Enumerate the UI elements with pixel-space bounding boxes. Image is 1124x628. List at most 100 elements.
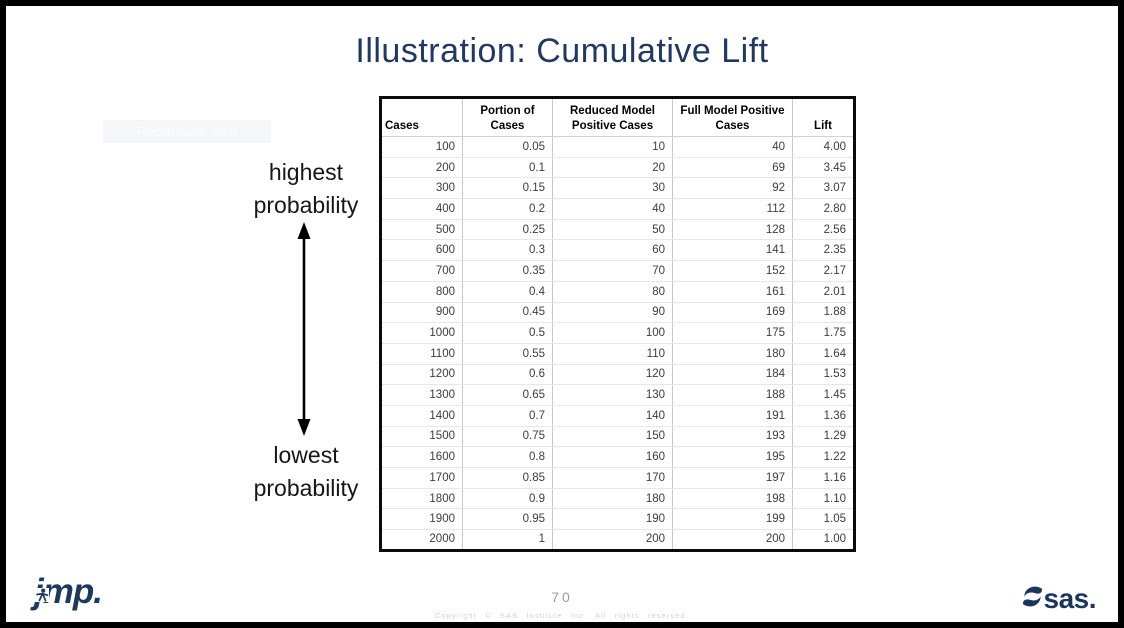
table-cell: 1.88 [792, 302, 855, 324]
table-cell: 600 [380, 239, 463, 262]
table-cell: 152 [672, 260, 793, 282]
table-cell: 40 [672, 136, 793, 158]
table-cell: 0.85 [462, 467, 553, 489]
table-cell: 0.2 [462, 198, 553, 220]
table-cell: 300 [380, 177, 463, 200]
table-cell: 197 [672, 467, 793, 489]
table-cell: 0.95 [462, 508, 553, 531]
table-cell: 2000 [380, 529, 463, 551]
table-cell: 60 [552, 239, 673, 262]
table-cell: 0.1 [462, 157, 553, 179]
table-cell: 0.9 [462, 488, 553, 510]
table-cell: 1700 [380, 467, 463, 489]
table-cell: 200 [552, 529, 673, 551]
table-cell: 1100 [380, 343, 463, 365]
table-row: 1400 0.7 140 191 1.36 [380, 405, 855, 427]
table-cell: 1.75 [792, 322, 855, 344]
table-cell: 141 [672, 239, 793, 262]
table-cell: 2.01 [792, 281, 855, 303]
table-row: 100 0.05 10 40 4.00 [380, 136, 855, 158]
table-cell: 1.05 [792, 508, 855, 531]
table-cell: 161 [672, 281, 793, 303]
table-cell: 100 [380, 136, 463, 158]
table-cell: 0.5 [462, 322, 553, 344]
table-row: 1700 0.85 170 197 1.16 [380, 467, 855, 489]
table-cell: 200 [380, 157, 463, 179]
sas-swirl-icon [1019, 583, 1046, 615]
table-cell: 20 [552, 157, 673, 179]
table-cell: 1.29 [792, 426, 855, 448]
table-cell: 140 [552, 405, 673, 427]
page-title: Illustration: Cumulative Lift [355, 32, 769, 70]
column-header-full-model-positive-cases: Full Model Positive Cases [672, 97, 793, 137]
table-cell: 800 [380, 281, 463, 303]
table-cell: 200 [672, 529, 793, 551]
table-row: 1900 0.95 190 199 1.05 [380, 508, 855, 531]
table-cell: 0.6 [462, 364, 553, 386]
table-row: 1600 0.8 160 195 1.22 [380, 446, 855, 468]
table-cell: 100 [552, 322, 673, 344]
table-cell: 188 [672, 384, 793, 406]
sas-logo: sas. [1019, 582, 1096, 615]
table-cell: 0.3 [462, 239, 553, 262]
table-row: 900 0.45 90 169 1.88 [380, 302, 855, 324]
table-cell: 1300 [380, 384, 463, 406]
jmp-logo: jmp. [34, 572, 103, 612]
table-cell: 90 [552, 302, 673, 324]
table-cell: 199 [672, 508, 793, 531]
highest-probability-label: highest probability [253, 159, 359, 218]
table-cell: 2.17 [792, 260, 855, 282]
column-header-portion-of-cases: Portion of Cases [462, 97, 553, 137]
table-cell: 198 [672, 488, 793, 510]
table-cell: 110 [552, 343, 673, 365]
table-cell: 1600 [380, 446, 463, 468]
table-cell: 92 [672, 177, 793, 200]
table-cell: 180 [552, 488, 673, 510]
table-cell: 1.22 [792, 446, 855, 468]
table-row: 2000 1 200 200 1.00 [380, 529, 855, 551]
table-cell: 0.8 [462, 446, 553, 468]
table-cell: 50 [552, 219, 673, 241]
table-cell: 1.45 [792, 384, 855, 406]
table-header-row: Cases Portion of Cases Reduced Model Pos… [380, 97, 855, 137]
table-cell: 70 [552, 260, 673, 282]
table-cell: 3.07 [792, 177, 855, 200]
table-cell: 2.56 [792, 219, 855, 241]
table-cell: 10 [552, 136, 673, 158]
table-cell: 195 [672, 446, 793, 468]
table-cell: 80 [552, 281, 673, 303]
table-cell: 169 [672, 302, 793, 324]
table-cell: 1200 [380, 364, 463, 386]
table-cell: 1.64 [792, 343, 855, 365]
table-cell: 1800 [380, 488, 463, 510]
rectangular-snip-ghost-label: Rectangular Snip [103, 120, 271, 143]
table-cell: 900 [380, 302, 463, 324]
lowest-probability-label: lowest probability [253, 442, 359, 501]
table-row: 1100 0.55 110 180 1.64 [380, 343, 855, 365]
table-cell: 30 [552, 177, 673, 200]
table-cell: 1.10 [792, 488, 855, 510]
table-cell: 1.16 [792, 467, 855, 489]
table-cell: 2.80 [792, 198, 855, 220]
table-row: 800 0.4 80 161 2.01 [380, 281, 855, 303]
table-cell: 0.4 [462, 281, 553, 303]
table-cell: 170 [552, 467, 673, 489]
table-cell: 4.00 [792, 136, 855, 158]
table-cell: 0.25 [462, 219, 553, 241]
table-cell: 1.00 [823, 533, 846, 546]
page-number: 70 [551, 589, 573, 605]
table-cell: 184 [672, 364, 793, 386]
table-cell: 0.35 [462, 260, 553, 282]
table-cell: 1 [462, 529, 553, 551]
column-header-cases: Cases [380, 97, 463, 137]
table-row: 600 0.3 60 141 2.35 [380, 239, 855, 262]
table-cell: 190 [552, 508, 673, 531]
table-cell: 500 [380, 219, 463, 241]
table-row: 1500 0.75 150 193 1.29 [380, 426, 855, 448]
table-row: 1200 0.6 120 184 1.53 [380, 364, 855, 386]
table-cell: 175 [672, 322, 793, 344]
table-cell: 0.45 [462, 302, 553, 324]
table-cell: 130 [552, 384, 673, 406]
table-cell: 1.53 [792, 364, 855, 386]
